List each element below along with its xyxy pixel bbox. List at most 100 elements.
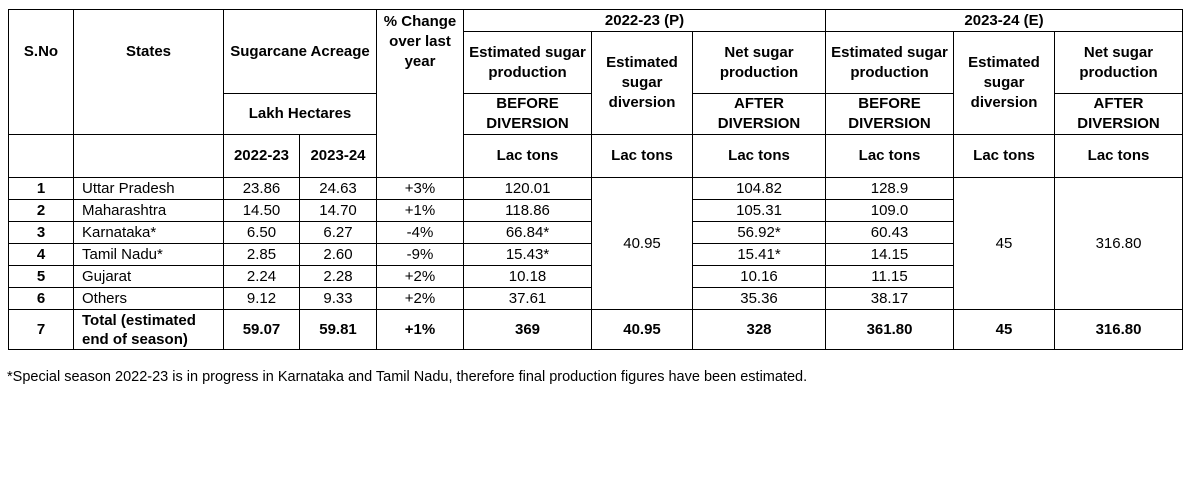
row-prod-2022: 37.61 — [463, 287, 593, 310]
table-row: 5 Gujarat 2.24 2.28 +2% 10.18 10.16 11.1… — [8, 265, 1183, 288]
row-prod-2022: 66.84* — [463, 221, 593, 244]
row-prod-2023: 109.0 — [825, 199, 955, 222]
row-change: +2% — [376, 287, 465, 310]
merged-net-2023: 316.80 — [1054, 177, 1184, 310]
header-group-2022: 2022-23 (P) — [463, 9, 827, 32]
row-prod-2023: 60.43 — [825, 221, 955, 244]
header-row-1: S.No States Sugarcane Acreage % Change o… — [8, 9, 1184, 135]
row-state: Gujarat — [73, 265, 224, 288]
row-state: Tamil Nadu* — [73, 243, 224, 266]
row-acreage-2023: 14.70 — [298, 199, 378, 222]
total-net-2022: 328 — [692, 309, 827, 350]
row-sno: 6 — [8, 287, 74, 310]
header-before-div-2023: BEFORE DIVERSION — [825, 93, 955, 135]
row-acreage-2022: 14.50 — [223, 199, 300, 222]
header-net-prod-2023: Net sugar production — [1054, 31, 1184, 94]
row-acreage-2023: 9.33 — [298, 287, 378, 310]
header-acreage: Sugarcane Acreage — [222, 9, 378, 94]
total-row: 7 Total (estimated end of season) 59.07 … — [8, 309, 1184, 350]
header-sno-blank — [8, 93, 74, 135]
header-year-a: 2022-23 — [223, 134, 300, 178]
sugar-production-table: S.No States Sugarcane Acreage % Change o… — [8, 9, 1184, 350]
row-sno: 5 — [8, 265, 74, 288]
row-acreage-2022: 2.24 — [223, 265, 300, 288]
header-states: States — [73, 9, 224, 94]
row-net-2022: 105.31 — [692, 199, 827, 222]
total-diversion-2022: 40.95 — [591, 309, 694, 350]
row-prod-2022: 118.86 — [463, 199, 593, 222]
row-sno: 2 — [8, 199, 74, 222]
header-unit-d23: Lac tons — [953, 134, 1056, 178]
header-row-3: Lakh Hectares BEFORE DIVERSION AFTER DIV… — [8, 93, 1184, 135]
row-prod-2022: 120.01 — [463, 177, 593, 200]
header-row-2: Estimated sugar production Estimated sug… — [9, 31, 1184, 135]
header-row-4: 2022-23 2023-24 Lac tons Lac tons Lac to… — [8, 134, 1184, 178]
header-net-prod-2022: Net sugar production — [692, 31, 827, 94]
row-net-2022: 35.36 — [692, 287, 827, 310]
merged-diversion-2022: 40.95 — [591, 177, 694, 310]
header-sno-blank-2 — [8, 134, 74, 178]
total-net-2023: 316.80 — [1054, 309, 1184, 350]
row-prod-2023: 38.17 — [825, 287, 955, 310]
row-net-2022: 56.92* — [692, 221, 827, 244]
row-state: Others — [73, 287, 224, 310]
row-prod-2023: 14.15 — [825, 243, 955, 266]
row-net-2022: 15.41* — [692, 243, 827, 266]
header-acreage-unit: Lakh Hectares — [222, 93, 378, 135]
header-before-div-2022: BEFORE DIVERSION — [463, 93, 593, 135]
header-sno: S.No — [8, 9, 74, 94]
total-prod-2023: 361.80 — [825, 309, 955, 350]
row-net-2022: 10.16 — [692, 265, 827, 288]
header-est-prod-2023: Estimated sugar production — [825, 31, 955, 94]
header-after-div-2022: AFTER DIVERSION — [692, 93, 827, 135]
table-row: 1 Uttar Pradesh 23.86 24.63 +3% 120.01 4… — [8, 177, 1184, 310]
row-prod-2023: 128.9 — [825, 177, 955, 200]
header-est-div-2023: Estimated sugar diversion — [953, 31, 1056, 135]
header-year-b: 2023-24 — [298, 134, 378, 178]
row-state: Uttar Pradesh — [73, 177, 224, 200]
header-unit-n22: Lac tons — [692, 134, 827, 178]
row-change: -9% — [376, 243, 465, 266]
row-acreage-2022: 23.86 — [223, 177, 300, 200]
row-state: Karnataka* — [73, 221, 224, 244]
row-acreage-2022: 9.12 — [223, 287, 300, 310]
footnote: *Special season 2022-23 is in progress i… — [7, 369, 808, 385]
row-sno: 4 — [8, 243, 74, 266]
row-change: +1% — [376, 199, 465, 222]
header-states-blank-2 — [73, 134, 224, 178]
total-acreage-2022: 59.07 — [223, 309, 300, 350]
row-acreage-2023: 2.28 — [298, 265, 378, 288]
header-change: % Change over last year — [376, 9, 465, 135]
total-change: +1% — [376, 309, 465, 350]
header-unit-p22: Lac tons — [463, 134, 593, 178]
total-diversion-2023: 45 — [953, 309, 1056, 350]
header-unit-n23: Lac tons — [1054, 134, 1184, 178]
header-group-2023: 2023-24 (E) — [825, 9, 1184, 32]
row-acreage-2022: 6.50 — [223, 221, 300, 244]
row-acreage-2022: 2.85 — [223, 243, 300, 266]
total-sno: 7 — [8, 309, 74, 350]
header-est-div-2022: Estimated sugar diversion — [591, 31, 694, 135]
total-label: Total (estimated end of season) — [73, 309, 224, 350]
row-prod-2022: 10.18 — [463, 265, 593, 288]
row-change: +3% — [376, 177, 465, 200]
header-change-blank — [376, 134, 465, 178]
row-acreage-2023: 24.63 — [298, 177, 378, 200]
row-state: Maharashtra — [73, 199, 224, 222]
row-sno: 1 — [8, 177, 74, 200]
row-prod-2023: 11.15 — [825, 265, 955, 288]
row-acreage-2023: 6.27 — [298, 221, 378, 244]
row-prod-2022: 15.43* — [463, 243, 593, 266]
row-change: +2% — [376, 265, 465, 288]
total-acreage-2023: 59.81 — [298, 309, 378, 350]
table-row: 4 Tamil Nadu* 2.85 2.60 -9% 15.43* 15.41… — [8, 243, 1183, 266]
header-states-blank — [73, 93, 224, 135]
header-unit-p23: Lac tons — [825, 134, 955, 178]
merged-diversion-2023: 45 — [953, 177, 1056, 310]
row-net-2022: 104.82 — [692, 177, 827, 200]
row-acreage-2023: 2.60 — [298, 243, 378, 266]
total-prod-2022: 369 — [463, 309, 593, 350]
header-after-div-2023: AFTER DIVERSION — [1054, 93, 1184, 135]
row-sno: 3 — [8, 221, 74, 244]
header-est-prod-2022: Estimated sugar production — [463, 31, 593, 94]
